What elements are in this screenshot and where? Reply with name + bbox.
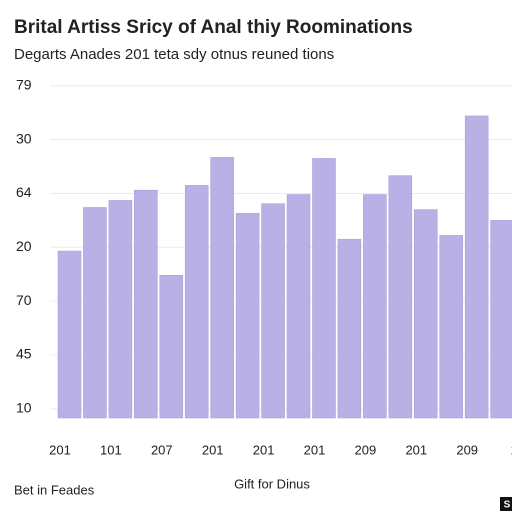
bar bbox=[363, 194, 387, 419]
bar bbox=[439, 235, 464, 419]
y-tick-label: 64 bbox=[16, 184, 32, 200]
x-tick-label: 201 bbox=[304, 442, 326, 457]
footer: Bet in Feades bbox=[14, 482, 95, 497]
y-tick-label: 45 bbox=[16, 346, 32, 362]
x-tick-label: 207 bbox=[151, 442, 173, 457]
x-tick-label: 201 bbox=[202, 442, 224, 457]
y-tick-label: 70 bbox=[16, 292, 32, 308]
bar bbox=[83, 207, 107, 419]
x-axis-label: Gift for Dinus bbox=[234, 476, 310, 491]
badge-box bbox=[500, 497, 512, 511]
bar bbox=[464, 115, 489, 419]
bar bbox=[286, 194, 311, 419]
bar bbox=[490, 220, 512, 419]
bar bbox=[184, 185, 209, 419]
badge: S bbox=[504, 500, 511, 511]
x-tick-label: 201 bbox=[253, 442, 275, 457]
x-tick-label: 20 bbox=[511, 442, 512, 457]
bar bbox=[261, 203, 285, 419]
chart-subtitle: Degarts Anades 201 teta sdy otnus reuned… bbox=[14, 46, 334, 63]
y-tick-label: 10 bbox=[16, 400, 32, 416]
bar bbox=[337, 238, 362, 419]
bar bbox=[134, 189, 158, 419]
bar bbox=[413, 209, 438, 419]
x-tick-label: 201 bbox=[49, 442, 71, 457]
bar bbox=[57, 250, 82, 419]
bar bbox=[210, 157, 234, 419]
bar bbox=[235, 213, 260, 419]
x-tick-label: 209 bbox=[456, 442, 478, 457]
chart-title: Brital Artiss Sricy of Anal thiy Roomina… bbox=[14, 17, 413, 38]
x-tick-label: 201 bbox=[405, 442, 427, 457]
bar bbox=[159, 275, 184, 419]
bar bbox=[108, 200, 133, 419]
bar bbox=[388, 175, 413, 419]
y-tick-label: 79 bbox=[16, 76, 32, 92]
y-tick-label: 20 bbox=[16, 238, 32, 254]
x-tick-label: 209 bbox=[355, 442, 377, 457]
x-tick-label: 101 bbox=[100, 442, 122, 457]
y-tick-label: 30 bbox=[16, 130, 32, 146]
bar bbox=[312, 158, 336, 419]
